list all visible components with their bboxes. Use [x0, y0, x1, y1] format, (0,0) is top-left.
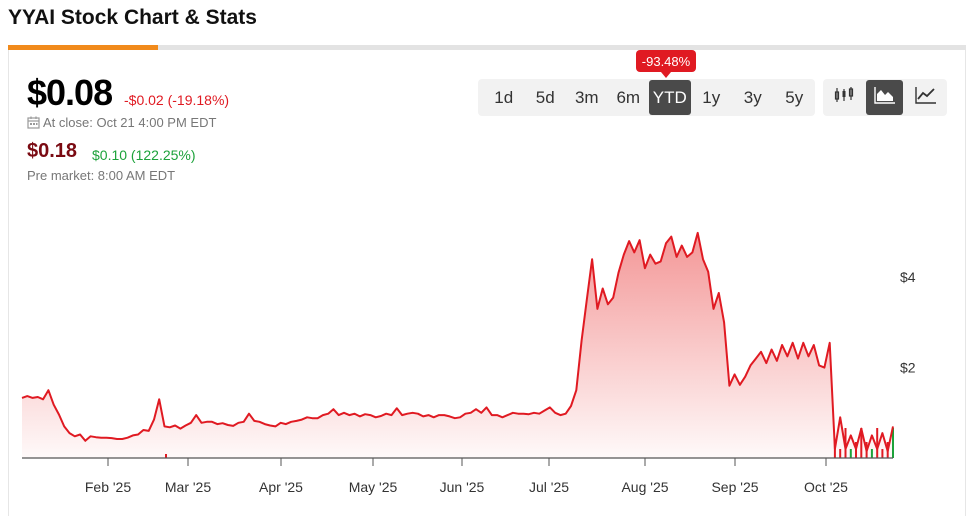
period-return-badge: -93.48% [636, 50, 696, 78]
title-divider [8, 45, 966, 50]
chart-card [8, 50, 966, 516]
range-ytd-button[interactable]: YTD [649, 80, 691, 115]
line-chart-button[interactable] [905, 79, 946, 116]
page-title: YYAI Stock Chart & Stats [8, 6, 257, 29]
range-5y-button[interactable]: 5y [785, 87, 804, 107]
range-1y-button[interactable]: 1y [702, 87, 721, 107]
time-range-selector: 1d 5d 3m 6m YTD 1y 3y 5y [478, 79, 815, 116]
close-time-label: At close: Oct 21 4:00 PM EDT [43, 115, 217, 130]
calendar-icon [27, 116, 40, 129]
range-3y-button[interactable]: 3y [743, 87, 762, 107]
line-chart-icon [914, 86, 937, 109]
premarket-time-label: Pre market: 8:00 AM EDT [27, 168, 176, 183]
range-6m-button[interactable]: 6m [616, 87, 641, 107]
last-price: $0.08 [27, 72, 113, 113]
candlestick-chart-button[interactable] [823, 79, 864, 116]
close-time-row: At close: Oct 21 4:00 PM EDT [27, 115, 216, 130]
range-5d-button[interactable]: 5d [535, 87, 555, 107]
area-chart-button[interactable] [866, 80, 903, 115]
candlestick-chart-icon [834, 86, 854, 109]
area-chart-icon [873, 86, 896, 109]
range-1d-button[interactable]: 1d [494, 87, 514, 107]
title-divider-accent [8, 45, 158, 50]
premarket-price: $0.18 [27, 140, 78, 162]
chart-type-selector [823, 79, 947, 116]
range-3m-button[interactable]: 3m [574, 87, 599, 107]
premarket-change: $0.10 (122.25%) [92, 147, 196, 163]
price-change: -$0.02 (-19.18%) [124, 92, 230, 108]
